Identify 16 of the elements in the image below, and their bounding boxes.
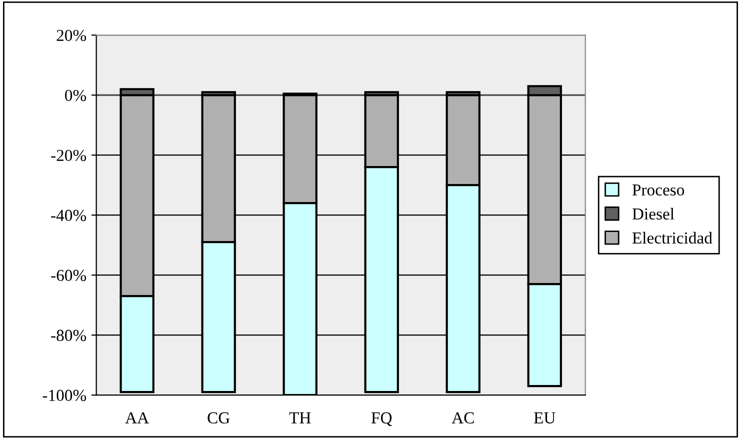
x-tick-label: AC (452, 412, 474, 424)
x-tick-label: AA (125, 412, 149, 424)
legend-label: Proceso (632, 184, 684, 196)
x-tick-label: CG (208, 412, 230, 424)
x-tick-label: EU (534, 412, 556, 424)
y-tick-label: -20% (51, 150, 86, 162)
x-tick-label: FQ (371, 412, 392, 426)
x-tick-label: TH (289, 412, 311, 424)
y-tick-label: 0% (65, 90, 86, 102)
y-tick-label: -80% (51, 330, 86, 342)
legend-label: Diesel (632, 208, 674, 220)
y-tick-label: -60% (51, 270, 86, 282)
y-tick-label: 20% (56, 30, 86, 42)
y-tick-label: -100% (42, 390, 86, 402)
y-tick-label: -40% (51, 210, 86, 222)
legend-label: Electricidad (632, 232, 712, 244)
